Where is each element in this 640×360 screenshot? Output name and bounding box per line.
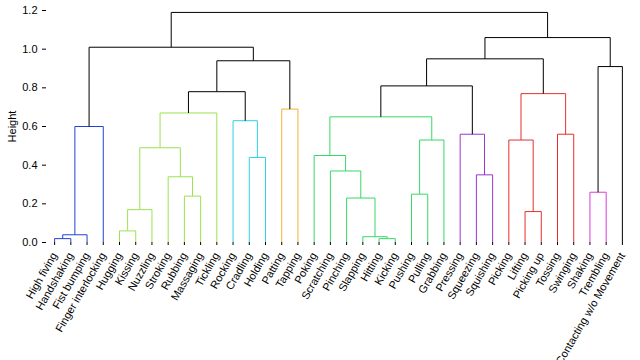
svg-text:Squeezing: Squeezing — [444, 250, 482, 302]
svg-text:Height: Height — [6, 111, 18, 143]
svg-text:1.0: 1.0 — [22, 43, 37, 55]
svg-text:Swinging: Swinging — [545, 250, 579, 295]
svg-text:Rocking: Rocking — [207, 250, 238, 291]
svg-text:Kissing: Kissing — [112, 250, 141, 287]
svg-text:Massaging: Massaging — [168, 250, 206, 303]
svg-text:Poking: Poking — [291, 250, 319, 286]
svg-text:Picking: Picking — [485, 250, 514, 287]
svg-text:Nuzzling: Nuzzling — [125, 250, 157, 293]
svg-text:Hugging: Hugging — [93, 250, 125, 292]
svg-text:0.0: 0.0 — [22, 236, 37, 248]
svg-text:Pinching: Pinching — [319, 250, 352, 293]
svg-text:Tickling: Tickling — [192, 250, 222, 289]
svg-text:Cradling: Cradling — [223, 250, 255, 292]
svg-text:Stroking: Stroking — [142, 250, 173, 292]
svg-text:Pressing: Pressing — [433, 250, 465, 294]
svg-text:0.2: 0.2 — [22, 197, 37, 209]
svg-text:Tossing: Tossing — [533, 250, 563, 289]
svg-text:Shaking: Shaking — [564, 250, 595, 291]
svg-text:Patting: Patting — [259, 250, 287, 286]
svg-text:1.2: 1.2 — [22, 4, 37, 16]
svg-text:Contacting w/o Movement: Contacting w/o Movement — [553, 250, 627, 360]
svg-text:0.8: 0.8 — [22, 81, 37, 93]
svg-text:Lifting: Lifting — [504, 250, 530, 282]
svg-text:Tapping: Tapping — [273, 250, 303, 290]
svg-text:Slapping: Slapping — [335, 250, 368, 294]
svg-text:Fist bumping: Fist bumping — [50, 250, 92, 311]
svg-text:Trembling: Trembling — [576, 250, 611, 299]
svg-text:Holding: Holding — [241, 250, 271, 289]
svg-text:Pulling: Pulling — [405, 250, 433, 285]
svg-text:0.6: 0.6 — [22, 120, 37, 132]
svg-text:Scratching: Scratching — [298, 250, 336, 302]
svg-text:Rubbing: Rubbing — [158, 250, 190, 292]
svg-text:Grabbing: Grabbing — [415, 250, 449, 296]
svg-text:Handshaking: Handshaking — [33, 250, 76, 312]
svg-text:Picking up: Picking up — [510, 250, 547, 301]
svg-text:Kicking: Kicking — [371, 250, 401, 287]
svg-text:Pushing: Pushing — [386, 250, 417, 291]
svg-text:0.4: 0.4 — [22, 159, 37, 171]
svg-text:High fiving: High fiving — [23, 250, 60, 301]
svg-text:Finger interlocking: Finger interlocking — [53, 250, 108, 334]
svg-text:Hitting: Hitting — [357, 250, 384, 284]
svg-text:Squishing: Squishing — [462, 250, 498, 299]
